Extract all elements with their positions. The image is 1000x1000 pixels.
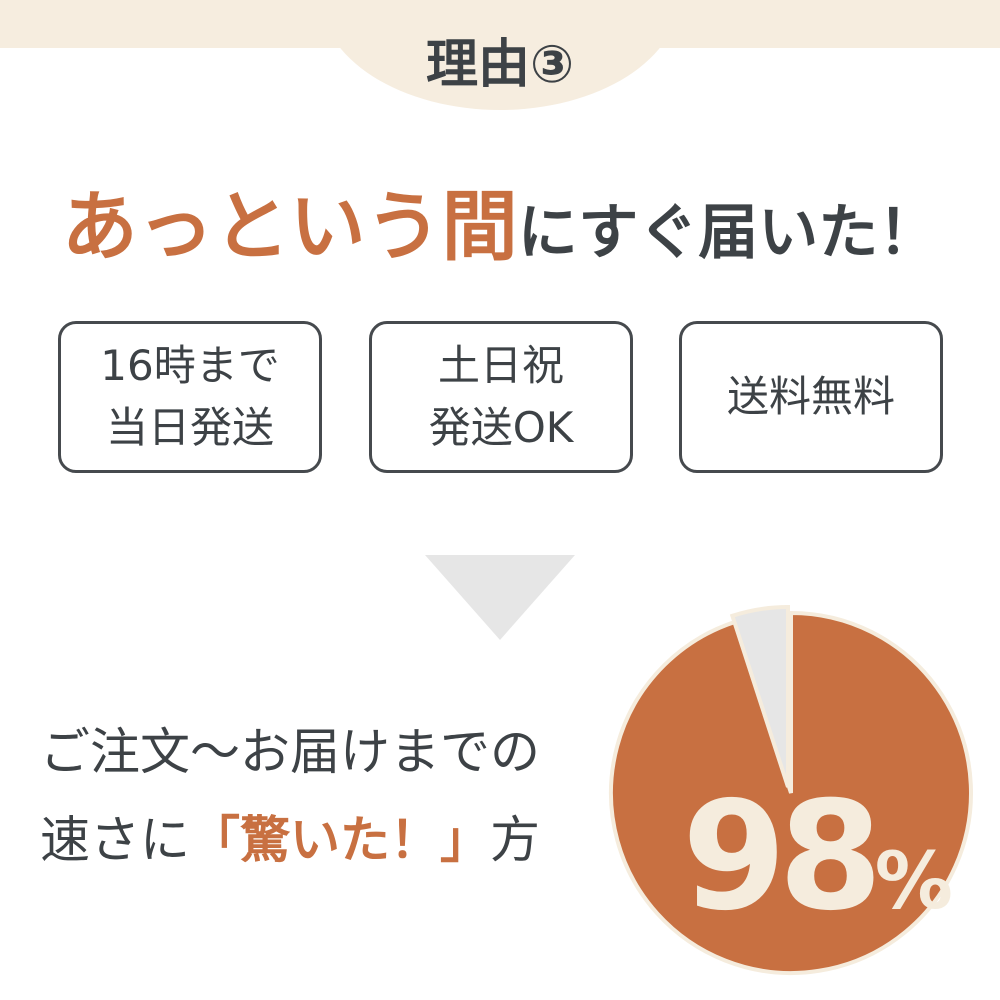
summary-line-1: ご注文～お届けまでの bbox=[40, 723, 540, 781]
pie-percent-label: 98% bbox=[682, 770, 953, 944]
feature-same-day: 16時まで 当日発送 bbox=[58, 321, 322, 473]
feature-line: 16時まで bbox=[100, 341, 280, 390]
feature-weekend: 土日祝 発送OK bbox=[369, 321, 633, 473]
feature-free-shipping: 送料無料 bbox=[679, 321, 943, 473]
pie-slice-main bbox=[609, 610, 973, 975]
summary-line-2: 速さに「驚いた！」方 bbox=[40, 800, 540, 872]
feature-line: 送料無料 bbox=[726, 372, 895, 421]
headline-rest: にすぐ届いた！ bbox=[517, 198, 939, 268]
feature-line: 土日祝 bbox=[437, 341, 564, 390]
summary-accent: 「驚いた！」 bbox=[190, 811, 490, 869]
summary-pre: 速さに bbox=[40, 811, 190, 869]
pie-slice-rest bbox=[729, 604, 790, 788]
feature-line: 発送OK bbox=[428, 403, 574, 452]
feature-line: 当日発送 bbox=[105, 403, 274, 452]
summary-post: 方 bbox=[490, 811, 540, 869]
headline-accent: あっという間 bbox=[61, 182, 518, 271]
pie-unit: % bbox=[874, 837, 953, 927]
reason-label: 理由③ bbox=[425, 35, 575, 95]
pie-chart bbox=[609, 604, 973, 975]
down-arrow-icon bbox=[425, 555, 575, 640]
pie-number: 98 bbox=[682, 770, 883, 944]
headline: あっという間にすぐ届いた！ bbox=[0, 165, 1000, 275]
